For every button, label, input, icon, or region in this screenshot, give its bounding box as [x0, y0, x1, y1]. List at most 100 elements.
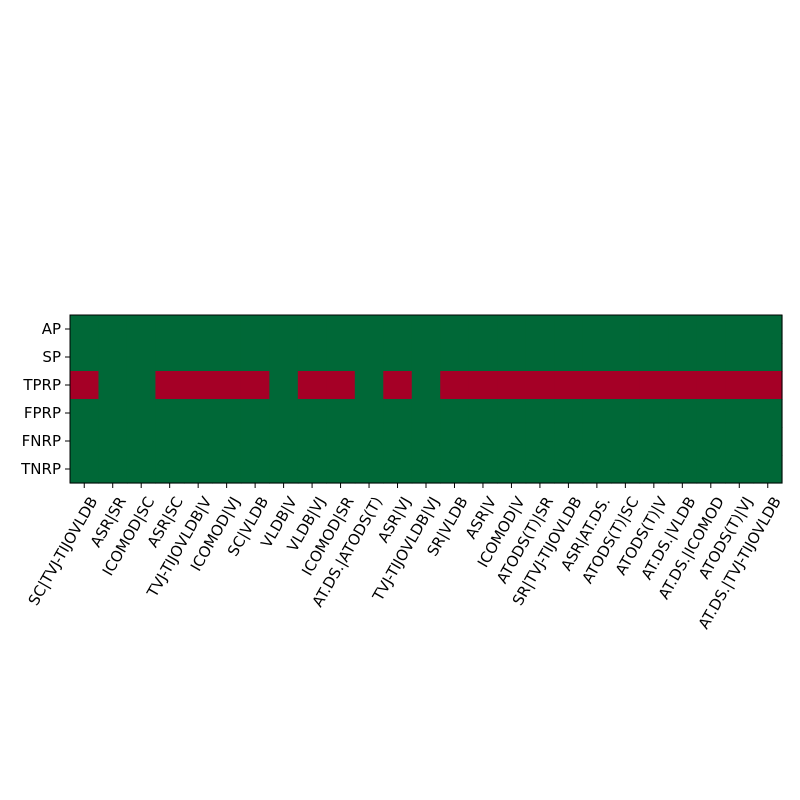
heatmap-cell — [240, 315, 270, 344]
heatmap-cell — [497, 427, 527, 456]
heatmap-cell — [554, 371, 584, 400]
heatmap-cell — [240, 455, 270, 484]
heatmap-cell — [582, 427, 612, 456]
heatmap-cell — [497, 399, 527, 428]
heatmap-cell — [70, 343, 100, 372]
heatmap-cell — [554, 399, 584, 428]
heatmap-cell — [126, 371, 157, 400]
heatmap-cell — [411, 455, 441, 484]
heatmap-cell — [582, 371, 612, 400]
heatmap-cell — [183, 371, 213, 400]
heatmap-cell — [468, 427, 498, 456]
x-tick-label: SC|TVJ-TIJOVLDB — [25, 494, 102, 609]
heatmap-cell — [525, 427, 555, 456]
heatmap-cell — [497, 343, 527, 372]
heatmap-cell — [98, 371, 128, 400]
heatmap-cell — [126, 427, 157, 456]
heatmap-cell — [468, 315, 498, 344]
heatmap-cell — [70, 399, 100, 428]
heatmap-cell — [354, 371, 384, 400]
y-tick-label: FNRP — [22, 432, 61, 450]
heatmap-cell — [753, 343, 783, 372]
heatmap-cell — [383, 427, 413, 456]
heatmap-cell — [155, 371, 185, 400]
heatmap-cell — [440, 315, 470, 344]
heatmap-cell — [212, 399, 242, 428]
heatmap-cell — [326, 427, 356, 456]
heatmap-cell — [554, 455, 584, 484]
heatmap-cell — [696, 315, 726, 344]
heatmap-cell — [183, 427, 213, 456]
heatmap-cell — [269, 455, 299, 484]
heatmap-cell — [497, 315, 527, 344]
heatmap-cell — [354, 315, 384, 344]
heatmap-cell — [383, 315, 413, 344]
heatmap-cell — [269, 315, 299, 344]
heatmap-cell — [725, 371, 755, 400]
heatmap-cells — [70, 315, 783, 484]
heatmap-cell — [639, 343, 669, 372]
heatmap-cell — [611, 343, 641, 372]
heatmap-cell — [183, 343, 213, 372]
heatmap-cell — [297, 455, 327, 484]
heatmap-cell — [240, 343, 270, 372]
heatmap-cell — [297, 371, 327, 400]
heatmap-cell — [98, 343, 128, 372]
heatmap-cell — [440, 427, 470, 456]
heatmap-cell — [297, 427, 327, 456]
heatmap-cell — [725, 399, 755, 428]
heatmap-cell — [440, 455, 470, 484]
heatmap-cell — [639, 315, 669, 344]
heatmap-cell — [668, 315, 698, 344]
heatmap-cell — [354, 343, 384, 372]
heatmap-cell — [696, 343, 726, 372]
heatmap-cell — [70, 455, 100, 484]
heatmap-cell — [297, 399, 327, 428]
heatmap-cell — [269, 399, 299, 428]
heatmap-cell — [525, 371, 555, 400]
heatmap-cell — [753, 427, 783, 456]
y-axis: AP SP TPRP FPRP FNRP TNRP — [20, 320, 70, 478]
heatmap-cell — [440, 343, 470, 372]
heatmap-cell — [269, 343, 299, 372]
heatmap-cell — [183, 399, 213, 428]
y-tick-label: TNRP — [20, 460, 61, 478]
heatmap-cell — [497, 371, 527, 400]
heatmap-cell — [155, 455, 185, 484]
heatmap-cell — [668, 399, 698, 428]
heatmap-cell — [240, 399, 270, 428]
heatmap-cell — [753, 455, 783, 484]
heatmap-cell — [155, 315, 185, 344]
heatmap-cell — [383, 455, 413, 484]
heatmap-cell — [753, 315, 783, 344]
heatmap-cell — [696, 427, 726, 456]
heatmap-cell — [668, 455, 698, 484]
heatmap-cell — [326, 315, 356, 344]
heatmap-cell — [725, 343, 755, 372]
heatmap-cell — [525, 455, 555, 484]
heatmap-cell — [240, 427, 270, 456]
heatmap-cell — [126, 315, 157, 344]
heatmap-cell — [668, 427, 698, 456]
heatmap-cell — [411, 315, 441, 344]
heatmap-cell — [411, 427, 441, 456]
heatmap-cell — [212, 315, 242, 344]
heatmap-cell — [240, 371, 270, 400]
heatmap-cell — [468, 343, 498, 372]
heatmap-cell — [269, 427, 299, 456]
heatmap-cell — [354, 399, 384, 428]
heatmap-cell — [468, 399, 498, 428]
heatmap-cell — [212, 427, 242, 456]
heatmap-cell — [753, 399, 783, 428]
heatmap-cell — [582, 455, 612, 484]
heatmap-cell — [183, 455, 213, 484]
heatmap-cell — [440, 399, 470, 428]
heatmap-cell — [725, 315, 755, 344]
heatmap-cell — [611, 427, 641, 456]
heatmap-cell — [354, 455, 384, 484]
heatmap-cell — [696, 455, 726, 484]
heatmap-cell — [668, 343, 698, 372]
heatmap-cell — [639, 371, 669, 400]
y-tick-label: AP — [42, 320, 61, 338]
